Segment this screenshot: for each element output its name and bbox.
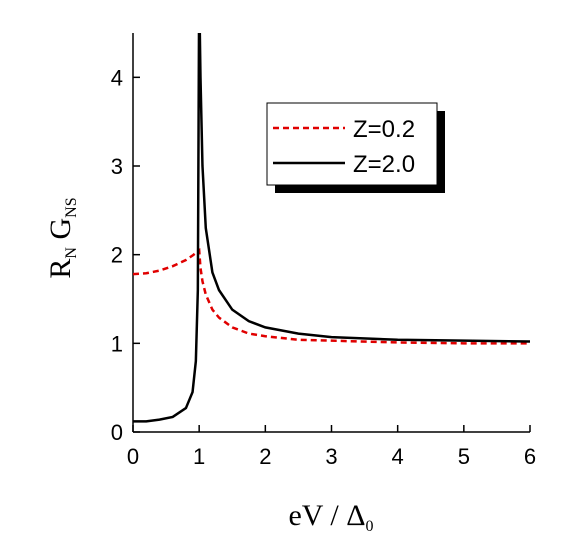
y-axis-label-part: R	[44, 259, 77, 279]
x-axis-label-part: eV / Δ	[288, 499, 365, 532]
y-axis-label-part: NS	[63, 197, 80, 217]
series-line	[133, 33, 530, 423]
y-axis-label: RN GNS	[44, 197, 80, 278]
x-tick-label: 0	[127, 444, 139, 469]
y-tick-label: 2	[111, 243, 123, 268]
y-tick-label: 4	[111, 65, 123, 90]
x-tick-label: 1	[193, 444, 205, 469]
x-tick-label: 5	[458, 444, 470, 469]
legend-label: Z=2.0	[353, 151, 415, 178]
x-axis-label-part: 0	[366, 518, 374, 535]
y-tick-label: 3	[111, 154, 123, 179]
legend-label: Z=0.2	[353, 116, 415, 143]
x-tick-label: 2	[259, 444, 271, 469]
x-axis-label: eV / Δ0	[288, 499, 373, 535]
y-tick-label: 1	[111, 331, 123, 356]
y-tick-label: 0	[111, 420, 123, 445]
y-axis-label-part: G	[44, 218, 77, 247]
y-axis-label-part: N	[63, 247, 80, 259]
series-line	[133, 248, 530, 345]
x-tick-label: 3	[325, 444, 337, 469]
x-tick-label: 4	[392, 444, 404, 469]
legend-box	[266, 102, 438, 186]
x-tick-label: 6	[524, 444, 536, 469]
